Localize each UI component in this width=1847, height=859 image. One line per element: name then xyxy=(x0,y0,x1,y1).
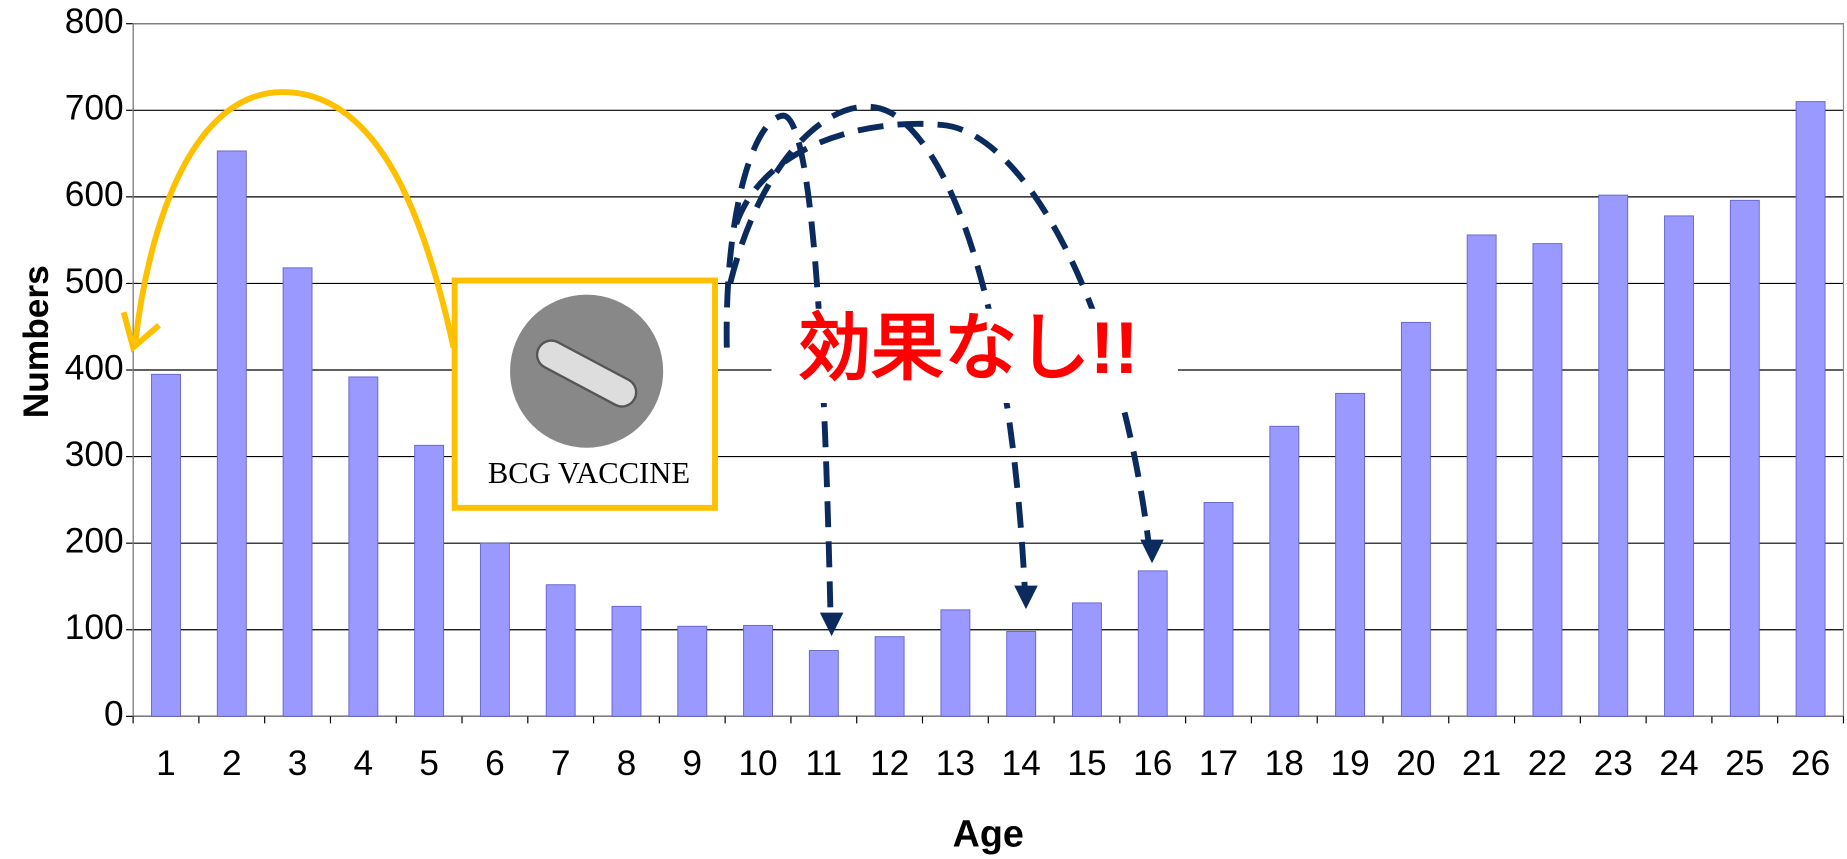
bar xyxy=(611,605,642,717)
vaccine-label: BCG VACCINE xyxy=(488,456,690,490)
bar xyxy=(1664,215,1694,717)
bar xyxy=(545,584,576,717)
y-tick-label: 400 xyxy=(65,348,124,387)
bar xyxy=(1006,631,1037,717)
bar xyxy=(479,542,510,717)
arrow-head xyxy=(120,311,161,353)
arrow xyxy=(132,89,457,349)
x-tick-label: 12 xyxy=(870,744,909,783)
y-tick-label: 600 xyxy=(65,175,124,214)
bar xyxy=(1400,321,1431,717)
x-tick-label: 6 xyxy=(485,744,505,783)
y-tick-label: 800 xyxy=(65,2,124,41)
y-tick-label: 300 xyxy=(65,435,124,474)
annotations: BCG VACCINE 効果なし!! xyxy=(120,89,1178,637)
bar xyxy=(808,650,839,717)
x-tick-label: 14 xyxy=(1002,744,1041,783)
bar xyxy=(348,376,379,717)
x-tick-label: 9 xyxy=(682,744,702,783)
bar xyxy=(282,267,313,717)
arrow xyxy=(733,120,1152,543)
bacillus xyxy=(535,339,638,408)
bar xyxy=(216,150,247,717)
bar xyxy=(874,636,905,717)
bar xyxy=(1466,234,1497,717)
x-tick-label: 7 xyxy=(551,744,571,783)
y-tick-label: 100 xyxy=(65,608,124,647)
x-tick-label: 2 xyxy=(222,744,242,783)
x-tick-label: 19 xyxy=(1330,744,1369,783)
bar xyxy=(1269,425,1300,717)
x-tick-label: 17 xyxy=(1199,744,1238,783)
x-tick-label: 1 xyxy=(156,744,176,783)
bar xyxy=(940,609,971,717)
x-tick-label: 23 xyxy=(1594,744,1633,783)
x-tick-label: 11 xyxy=(805,744,842,783)
x-tick-label: 10 xyxy=(738,744,777,783)
bar xyxy=(1795,101,1826,717)
bar xyxy=(1335,392,1366,717)
bar xyxy=(743,624,773,717)
y-tick-label: 700 xyxy=(65,89,124,128)
y-tick-label: 200 xyxy=(65,521,124,560)
bar xyxy=(1203,502,1234,717)
x-tick-label: 13 xyxy=(936,744,975,783)
x-tick-label: 15 xyxy=(1067,744,1106,783)
x-tick-label: 20 xyxy=(1396,744,1435,783)
bar xyxy=(1137,570,1168,717)
y-tick-label: 0 xyxy=(104,695,124,734)
x-tick-label: 21 xyxy=(1462,744,1501,783)
x-tick-label: 16 xyxy=(1133,744,1172,783)
x-tick-label: 3 xyxy=(288,744,308,783)
bar xyxy=(1532,243,1563,717)
x-tick-label: 22 xyxy=(1528,744,1567,783)
x-tick-label: 25 xyxy=(1725,744,1764,783)
bar xyxy=(414,444,445,717)
bar xyxy=(1072,602,1102,717)
x-tick-label: 24 xyxy=(1659,744,1698,783)
label-bg xyxy=(771,308,1178,403)
x-tick-label: 18 xyxy=(1265,744,1304,783)
x-tick-label: 8 xyxy=(617,744,637,783)
y-axis-label: Numbers xyxy=(17,265,56,418)
x-tick-label: 26 xyxy=(1791,744,1830,783)
x-axis-label: Age xyxy=(953,812,1024,854)
arrow-head xyxy=(819,539,1164,637)
no-effect-label: 効果なし!! xyxy=(798,308,1139,389)
x-tick-label: 4 xyxy=(354,744,374,783)
bar xyxy=(1598,194,1629,717)
bar xyxy=(151,373,181,717)
arrow xyxy=(723,112,834,613)
y-tick-label: 500 xyxy=(65,262,124,301)
bar xyxy=(1729,199,1760,717)
x-tick-label: 5 xyxy=(419,744,439,783)
bar xyxy=(677,625,708,717)
